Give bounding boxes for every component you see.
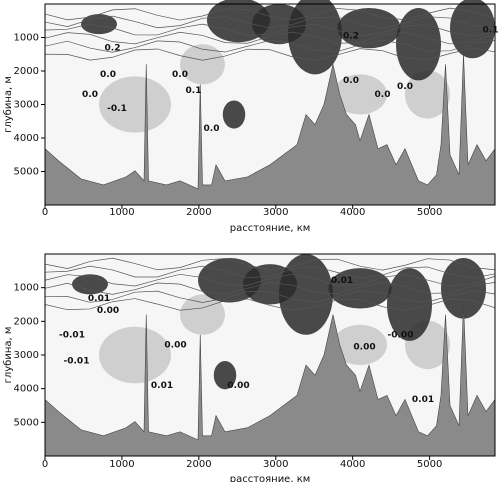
- contour-label: -0.00: [388, 330, 414, 340]
- x-tick-label: 0: [42, 459, 48, 470]
- contour-label: 0.0: [172, 70, 188, 80]
- dark-region: [328, 268, 392, 309]
- stipple-region: [405, 70, 450, 119]
- contour-label: 0.0: [100, 70, 116, 80]
- dark-region: [222, 100, 246, 129]
- contour-label: -0.01: [59, 330, 85, 340]
- contour-label: 0.0: [343, 76, 359, 86]
- x-axis-label: расстояние, км: [230, 223, 311, 234]
- y-tick-label: 4000: [14, 133, 39, 144]
- x-tick-label: 1000: [109, 459, 134, 470]
- contour-line: [44, 290, 496, 303]
- contour-label: 0.1: [186, 86, 202, 96]
- contour-label: 0.1: [483, 26, 499, 36]
- y-tick-label: 4000: [14, 384, 39, 395]
- stipple-region: [99, 76, 171, 133]
- contour-line: [44, 23, 496, 37]
- contour-line: [44, 7, 496, 21]
- dark-region: [81, 14, 117, 35]
- y-tick-label: 5000: [14, 167, 39, 178]
- contour-line: [44, 47, 496, 61]
- contour-line: [44, 265, 496, 279]
- x-tick-label: 4000: [340, 207, 365, 218]
- contour-line: [44, 15, 496, 29]
- y-axis-label: глубина, м: [3, 327, 14, 384]
- bottom-topography: [44, 54, 496, 206]
- contour-label: 0.01: [331, 276, 353, 286]
- dark-region: [396, 8, 441, 81]
- y-tick-label: 1000: [14, 33, 39, 44]
- y-axis-label: глубина, м: [3, 76, 14, 133]
- y-tick-label: 3000: [14, 350, 39, 361]
- stipple-region: [99, 326, 171, 384]
- dark-region: [387, 268, 432, 341]
- x-tick-label: 2000: [186, 207, 211, 218]
- x-tick-label: 3000: [263, 207, 288, 218]
- x-tick-label: 4000: [340, 459, 365, 470]
- y-tick-label: 3000: [14, 100, 39, 111]
- contour-label: 0.00: [353, 342, 375, 352]
- x-axis-label: расстояние, км: [230, 474, 311, 482]
- contour-label: 0.00: [97, 306, 119, 316]
- contour-line: [44, 298, 496, 311]
- contour-label: 0.00: [164, 340, 186, 350]
- x-tick-label: 2000: [186, 459, 211, 470]
- contour-label: -0.01: [64, 357, 90, 367]
- contour-line: [44, 273, 496, 287]
- y-tick-label: 1000: [14, 283, 39, 294]
- x-tick-label: 3000: [263, 459, 288, 470]
- bottom-topography: [44, 304, 496, 457]
- x-tick-label: 1000: [109, 207, 134, 218]
- y-tick-label: 2000: [14, 66, 39, 77]
- contour-label: -0.1: [107, 104, 127, 114]
- contour-label: 0.0: [82, 90, 98, 100]
- contour-label: 0.01: [151, 381, 173, 391]
- dark-region: [279, 254, 333, 335]
- y-tick-label: 5000: [14, 417, 39, 428]
- x-tick-label: 0: [42, 207, 48, 218]
- contour-label: 0.0: [375, 90, 391, 100]
- contour-label: 0.0: [397, 82, 413, 92]
- x-tick-label: 5000: [417, 207, 442, 218]
- dark-region: [213, 361, 237, 390]
- contour-label: 0.00: [227, 381, 249, 391]
- x-tick-label: 5000: [417, 459, 442, 470]
- contour-line: [44, 281, 496, 295]
- contour-label: 0.01: [412, 395, 434, 405]
- stipple-region: [180, 44, 225, 85]
- contour-label: 0.2: [343, 32, 359, 42]
- dark-region: [288, 0, 342, 75]
- contour-line: [44, 31, 496, 45]
- contour-label: 0.0: [204, 124, 220, 134]
- y-tick-label: 2000: [14, 316, 39, 327]
- dark-region: [72, 274, 108, 295]
- contour-line: [44, 39, 496, 53]
- dark-region: [450, 0, 495, 59]
- contour-label: 0.2: [105, 44, 121, 54]
- stipple-region: [333, 324, 387, 366]
- contour-label: 0.01: [88, 294, 110, 304]
- dark-region: [337, 8, 401, 49]
- contour-line: [44, 257, 496, 271]
- stipple-region: [333, 74, 387, 115]
